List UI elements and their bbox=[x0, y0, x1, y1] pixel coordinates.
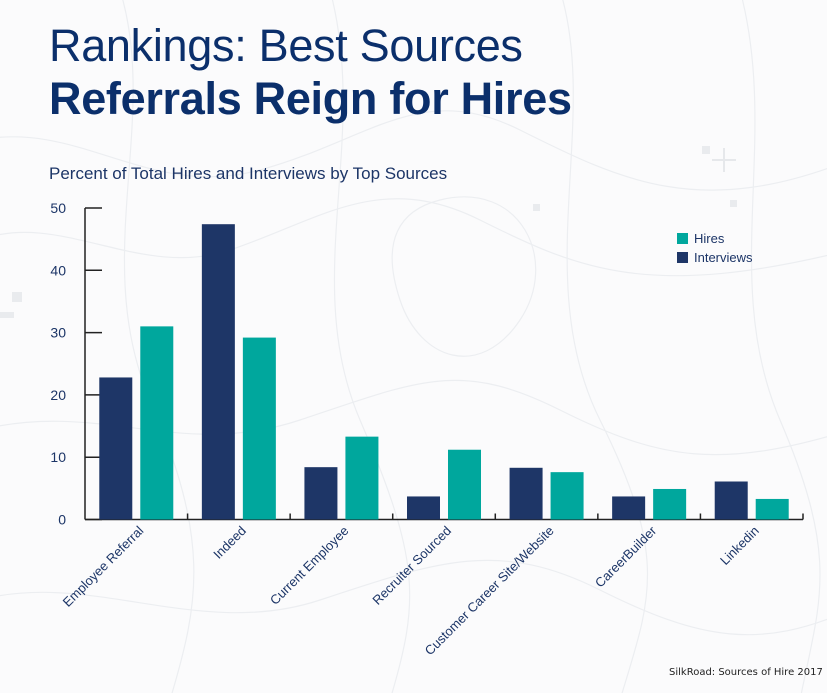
bar-interviews-current-employee bbox=[304, 467, 338, 520]
y-tick-label: 10 bbox=[50, 449, 66, 465]
y-tick-label: 40 bbox=[50, 262, 66, 278]
bar-hires-indeed bbox=[242, 337, 276, 520]
bar-interviews-indeed bbox=[201, 224, 235, 520]
bar-hires-customer-career-site-website bbox=[550, 472, 584, 520]
y-tick-label: 30 bbox=[50, 325, 66, 341]
legend-label-interviews: Interviews bbox=[694, 250, 753, 265]
chart-title: Percent of Total Hires and Interviews by… bbox=[49, 164, 448, 183]
source-note: SilkRoad: Sources of Hire 2017 bbox=[669, 667, 823, 678]
y-tick-label: 20 bbox=[50, 387, 66, 403]
legend-swatch-interviews bbox=[677, 252, 688, 263]
x-category-label: Employee Referral bbox=[60, 523, 147, 610]
legend-label-hires: Hires bbox=[694, 231, 725, 246]
bar-hires-current-employee bbox=[345, 436, 379, 520]
x-category-label: Linkedin bbox=[717, 523, 762, 568]
title-line-2: Referrals Reign for Hires bbox=[49, 73, 572, 124]
bar-interviews-employee-referral bbox=[99, 377, 133, 520]
x-category-label: CareerBuilder bbox=[592, 523, 660, 591]
bar-interviews-recruiter-sourced bbox=[407, 496, 440, 520]
legend-swatch-hires bbox=[677, 233, 688, 244]
y-tick-label: 50 bbox=[50, 200, 66, 216]
bar-hires-careerbuilder bbox=[653, 488, 687, 520]
bar-hires-employee-referral bbox=[140, 326, 174, 520]
x-category-label: Current Employee bbox=[267, 523, 352, 608]
bar-hires-linkedin bbox=[755, 498, 789, 520]
y-tick-label: 0 bbox=[58, 512, 66, 528]
x-category-label: Indeed bbox=[210, 523, 249, 562]
bar-interviews-careerbuilder bbox=[612, 496, 646, 520]
x-category-label: Recruiter Sourced bbox=[369, 523, 454, 608]
bar-interviews-customer-career-site-website bbox=[509, 467, 543, 520]
bar-hires-recruiter-sourced bbox=[448, 449, 481, 520]
bar-interviews-linkedin bbox=[714, 481, 748, 520]
title-line-1: Rankings: Best Sources bbox=[49, 20, 523, 71]
